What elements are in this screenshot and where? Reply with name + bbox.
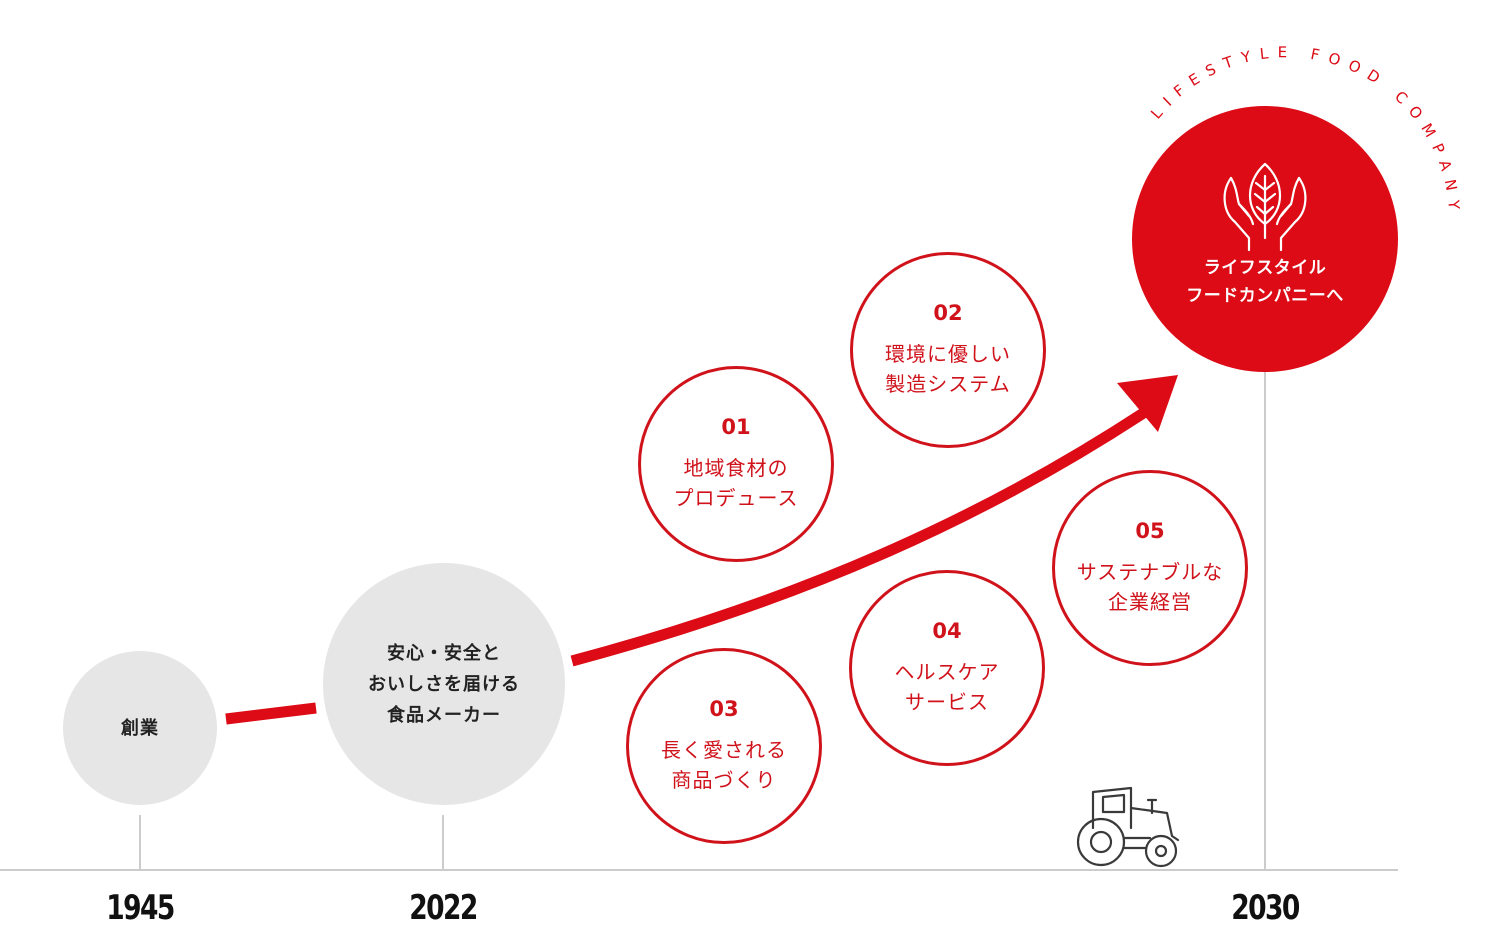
growth-arrowhead [1117, 375, 1178, 432]
pillar-number: 01 [721, 415, 751, 439]
pillar-number: 02 [933, 301, 963, 325]
leaf-hands-icon [1223, 162, 1307, 252]
milestone-2022: 安心・安全と おいしさを届ける 食品メーカー [323, 563, 565, 805]
pillar-05: 05 サステナブルな 企業経営 [1052, 470, 1248, 666]
goal-label: ライフスタイル フードカンパニーへ [1186, 258, 1344, 306]
pillar-label: 長く愛される 商品づくり [661, 738, 787, 792]
growth-arrow-line [570, 407, 1149, 667]
pillar-03: 03 長く愛される 商品づくり [626, 648, 822, 844]
pillar-01: 01 地域食材の プロデュース [638, 366, 834, 562]
pillar-label: 地域食材の プロデュース [673, 456, 799, 510]
pillar-number: 04 [932, 619, 962, 643]
pillar-label: 環境に優しい 製造システム [885, 342, 1011, 396]
milestone-founding: 創業 [63, 651, 217, 805]
pillar-number: 03 [709, 697, 739, 721]
milestone-label: 創業 [121, 717, 159, 739]
year-label-2022: 2022 [409, 888, 478, 928]
year-label-2030: 2030 [1231, 888, 1300, 928]
goal-circle: ライフスタイル フードカンパニーへ [1132, 106, 1398, 372]
pillar-04: 04 ヘルスケア サービス [849, 570, 1045, 766]
tractor-icon [1076, 786, 1180, 868]
milestone-label: 安心・安全と おいしさを届ける 食品メーカー [368, 642, 520, 726]
pillar-label: ヘルスケア サービス [894, 660, 1000, 714]
pillar-label: サステナブルな 企業経営 [1076, 560, 1224, 614]
pillar-number: 05 [1135, 519, 1165, 543]
pillar-02: 02 環境に優しい 製造システム [850, 252, 1046, 448]
year-label-1945: 1945 [106, 888, 175, 928]
connector-line [225, 702, 317, 725]
